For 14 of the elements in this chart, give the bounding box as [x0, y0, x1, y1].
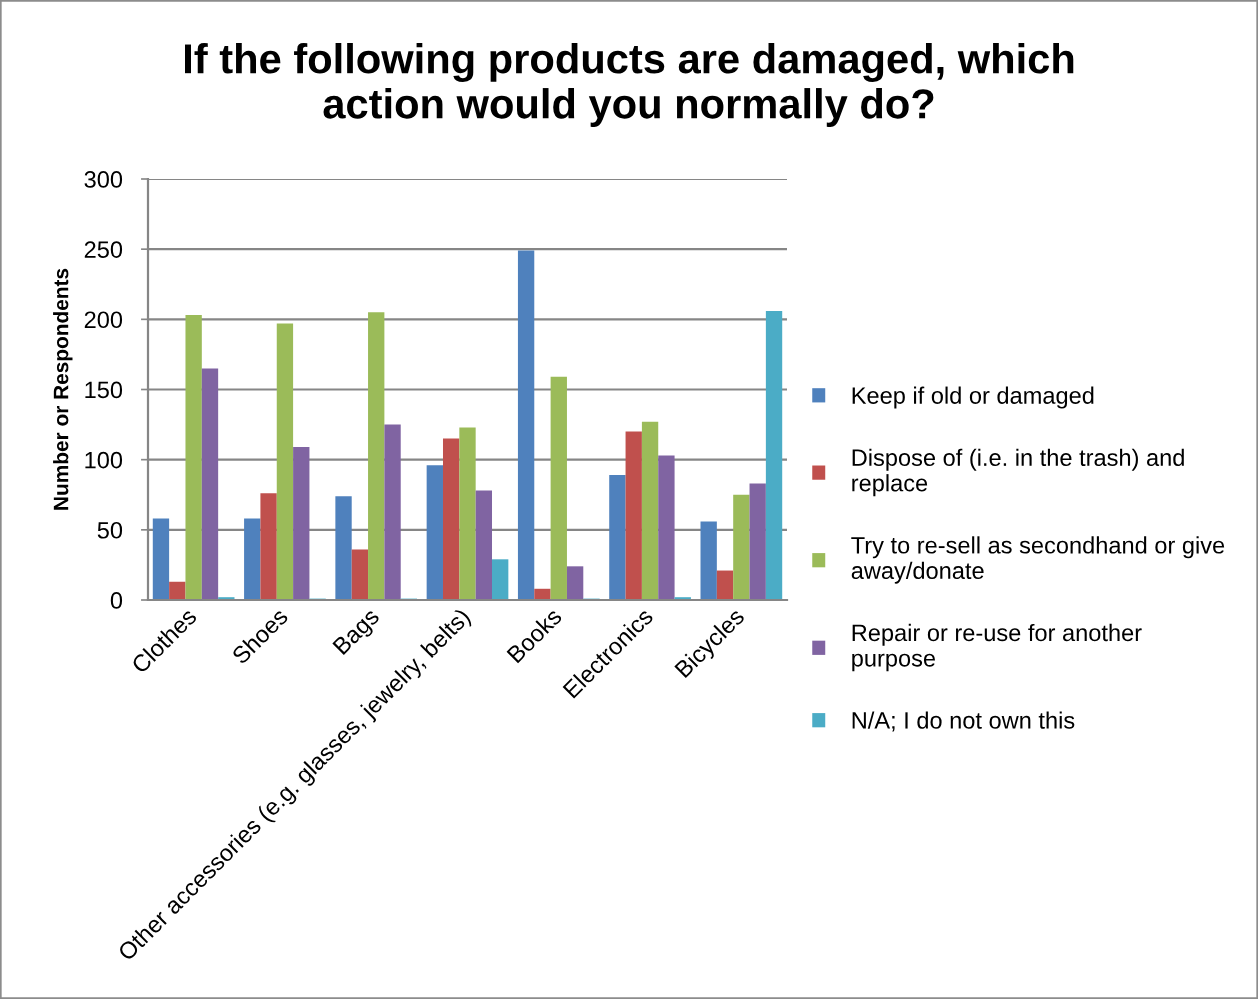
- legend-label: Keep if old or damaged: [852, 386, 1094, 409]
- y-tick-label: 50: [97, 521, 123, 539]
- y-tick-label: 150: [85, 381, 123, 399]
- legend-label: N/A; I do not own this: [852, 711, 1075, 732]
- chart-title: If the following products are damaged, which action would you normally do?: [185, 43, 1074, 127]
- y-axis-title: Number or Respondents: [53, 268, 73, 510]
- y-tick-label: 0: [110, 592, 123, 609]
- y-tick-label: 200: [84, 311, 123, 329]
- legend-label: Repair or re-use for another purpose: [852, 623, 1142, 672]
- y-tick-label: 100: [85, 451, 123, 469]
- legend-label: Dispose of (i.e. in the trash) and replace: [852, 448, 1184, 497]
- y-tick-label: 250: [84, 241, 123, 258]
- y-tick-label: 300: [84, 171, 123, 188]
- legend-label: Try to re-sell as secondhand or give away/donate: [851, 536, 1225, 584]
